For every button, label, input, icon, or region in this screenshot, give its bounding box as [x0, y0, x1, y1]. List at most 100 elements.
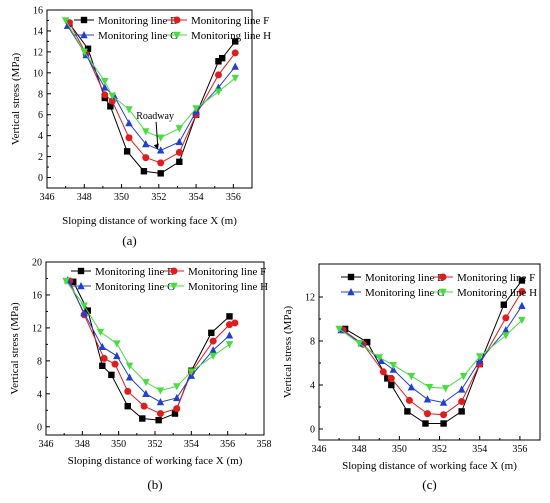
data-point	[387, 374, 395, 382]
legend-label: Monitoring line F	[188, 266, 266, 278]
plot-frame	[318, 263, 541, 441]
x-axis-title: Sloping distance of working face X (m)	[342, 460, 517, 472]
legend-label: Monitoring line E	[98, 15, 177, 27]
x-tick-label: 348	[75, 439, 90, 450]
annotation-label: Roadway	[136, 111, 174, 122]
data-point	[192, 105, 200, 113]
y-tick-label: 12	[305, 293, 315, 304]
data-point	[142, 154, 150, 162]
data-point	[101, 83, 109, 91]
data-point	[108, 371, 115, 379]
legend-label: Monitoring line E	[95, 266, 174, 278]
data-point	[80, 309, 88, 317]
data-point	[231, 319, 239, 327]
data-point	[108, 97, 116, 105]
data-point	[125, 373, 134, 381]
data-point	[404, 408, 411, 415]
data-point	[407, 383, 416, 391]
data-point	[108, 92, 116, 100]
data-point	[364, 338, 371, 346]
y-tick-label: 0	[310, 425, 315, 436]
legend-label: Monitoring line F	[191, 15, 269, 27]
data-point	[225, 341, 234, 349]
data-point	[405, 396, 413, 404]
panel-label: (c)	[422, 477, 436, 492]
data-point	[125, 106, 133, 114]
x-tick-label: 346	[39, 439, 54, 450]
data-point	[440, 420, 447, 427]
data-point	[157, 159, 165, 167]
y-axis-title: Vertical stress (MPa)	[282, 306, 294, 399]
x-tick-label: 356	[220, 439, 235, 450]
x-tick-label: 354	[184, 439, 199, 450]
data-point	[125, 362, 134, 370]
legend-marker	[439, 288, 447, 296]
data-point	[123, 148, 131, 155]
y-tick-label: 12	[33, 47, 43, 58]
data-point	[125, 134, 133, 142]
x-tick-label: 354	[189, 192, 204, 203]
legend-label: Monitoring line H	[191, 30, 271, 42]
data-point	[232, 38, 239, 45]
data-point	[70, 278, 77, 285]
data-point	[476, 353, 484, 361]
data-point	[99, 362, 106, 369]
data-point	[423, 410, 431, 418]
data-point	[156, 134, 165, 142]
data-point	[218, 54, 226, 62]
data-point	[459, 373, 468, 381]
data-point	[100, 354, 108, 362]
y-tick-label: 0	[37, 422, 42, 433]
y-tick-label: 8	[37, 356, 42, 367]
y-tick-label: 14	[33, 26, 43, 37]
data-point	[107, 103, 114, 110]
data-point	[142, 128, 150, 136]
data-point	[502, 326, 510, 334]
data-point	[375, 354, 383, 362]
plot-frame	[46, 9, 253, 189]
data-point	[441, 385, 450, 393]
data-point	[518, 288, 526, 295]
legend-marker	[80, 31, 88, 39]
data-point	[422, 420, 429, 427]
data-point	[231, 49, 239, 57]
data-point	[502, 314, 510, 322]
legend-label: Monitoring line H	[188, 281, 268, 293]
data-point	[113, 340, 121, 348]
series-line	[68, 22, 236, 164]
data-point	[215, 58, 222, 65]
series-line	[68, 23, 236, 174]
y-tick-label: 6	[38, 110, 43, 121]
y-tick-label: 20	[32, 258, 42, 269]
data-point	[142, 389, 150, 398]
data-point	[84, 45, 92, 52]
data-point	[518, 277, 526, 284]
data-point	[407, 373, 416, 381]
data-point	[111, 360, 119, 368]
data-point	[439, 398, 448, 406]
data-point	[379, 368, 387, 376]
x-tick-label: 350	[114, 192, 129, 203]
x-axis-title: Sloping distance of working face X (m)	[68, 455, 243, 467]
series-line	[342, 291, 523, 416]
data-point	[125, 119, 133, 127]
data-point	[214, 71, 222, 79]
y-tick-label: 4	[310, 381, 315, 392]
series-line	[69, 280, 236, 415]
legend-label: Monitoring line H	[457, 287, 537, 299]
data-point	[208, 329, 215, 337]
data-point	[209, 346, 217, 354]
data-point	[62, 277, 70, 285]
x-tick-label: 354	[472, 444, 487, 455]
data-point	[457, 385, 466, 393]
data-point	[187, 368, 196, 376]
data-point	[171, 410, 179, 417]
y-tick-label: 8	[310, 337, 315, 348]
y-tick-label: 16	[33, 6, 43, 17]
data-point	[113, 351, 121, 360]
x-axis-title: Sloping distance of working face X (m)	[62, 215, 237, 227]
legend-label: Monitoring line F	[457, 272, 535, 284]
data-point	[176, 158, 183, 166]
series-line	[338, 319, 523, 389]
